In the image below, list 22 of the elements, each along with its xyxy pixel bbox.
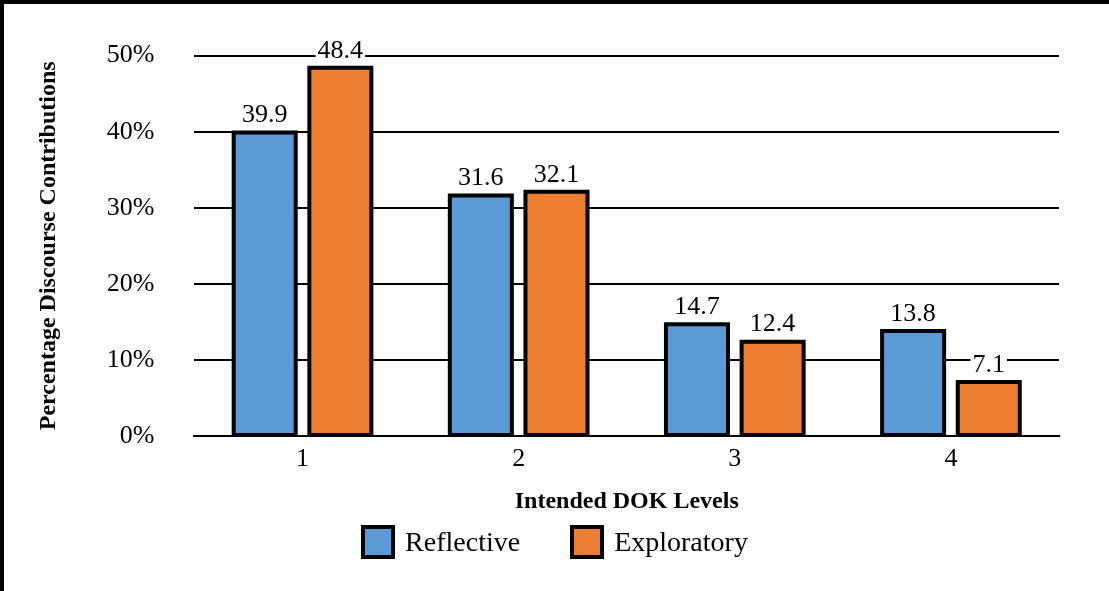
y-tick-label: 10% bbox=[106, 343, 155, 373]
y-tick-label: 40% bbox=[106, 115, 155, 145]
data-label: 39.9 bbox=[241, 99, 288, 129]
y-tick-label: 50% bbox=[106, 39, 155, 69]
legend-label: Reflective bbox=[405, 526, 521, 558]
data-label: 12.4 bbox=[749, 308, 796, 338]
data-label: 32.1 bbox=[533, 158, 580, 188]
data-label: 14.7 bbox=[674, 290, 720, 320]
x-tick-label: 1 bbox=[296, 443, 310, 473]
x-tick-label: 2 bbox=[512, 443, 526, 473]
data-label: 48.4 bbox=[317, 34, 364, 64]
x-axis-title: Intended DOK Levels bbox=[514, 486, 739, 513]
data-label: 31.6 bbox=[458, 162, 504, 192]
data-label: 7.1 bbox=[972, 348, 1006, 378]
y-axis-title: Percentage Discourse Contributions bbox=[33, 61, 60, 431]
y-tick-label: 30% bbox=[106, 191, 155, 221]
data-label: 13.8 bbox=[890, 297, 936, 327]
y-tick-label: 0% bbox=[119, 419, 155, 449]
y-tick-label: 20% bbox=[106, 267, 155, 297]
x-tick-label: 4 bbox=[944, 443, 958, 473]
x-tick-label: 3 bbox=[728, 443, 742, 473]
legend-label: Exploratory bbox=[614, 526, 748, 558]
